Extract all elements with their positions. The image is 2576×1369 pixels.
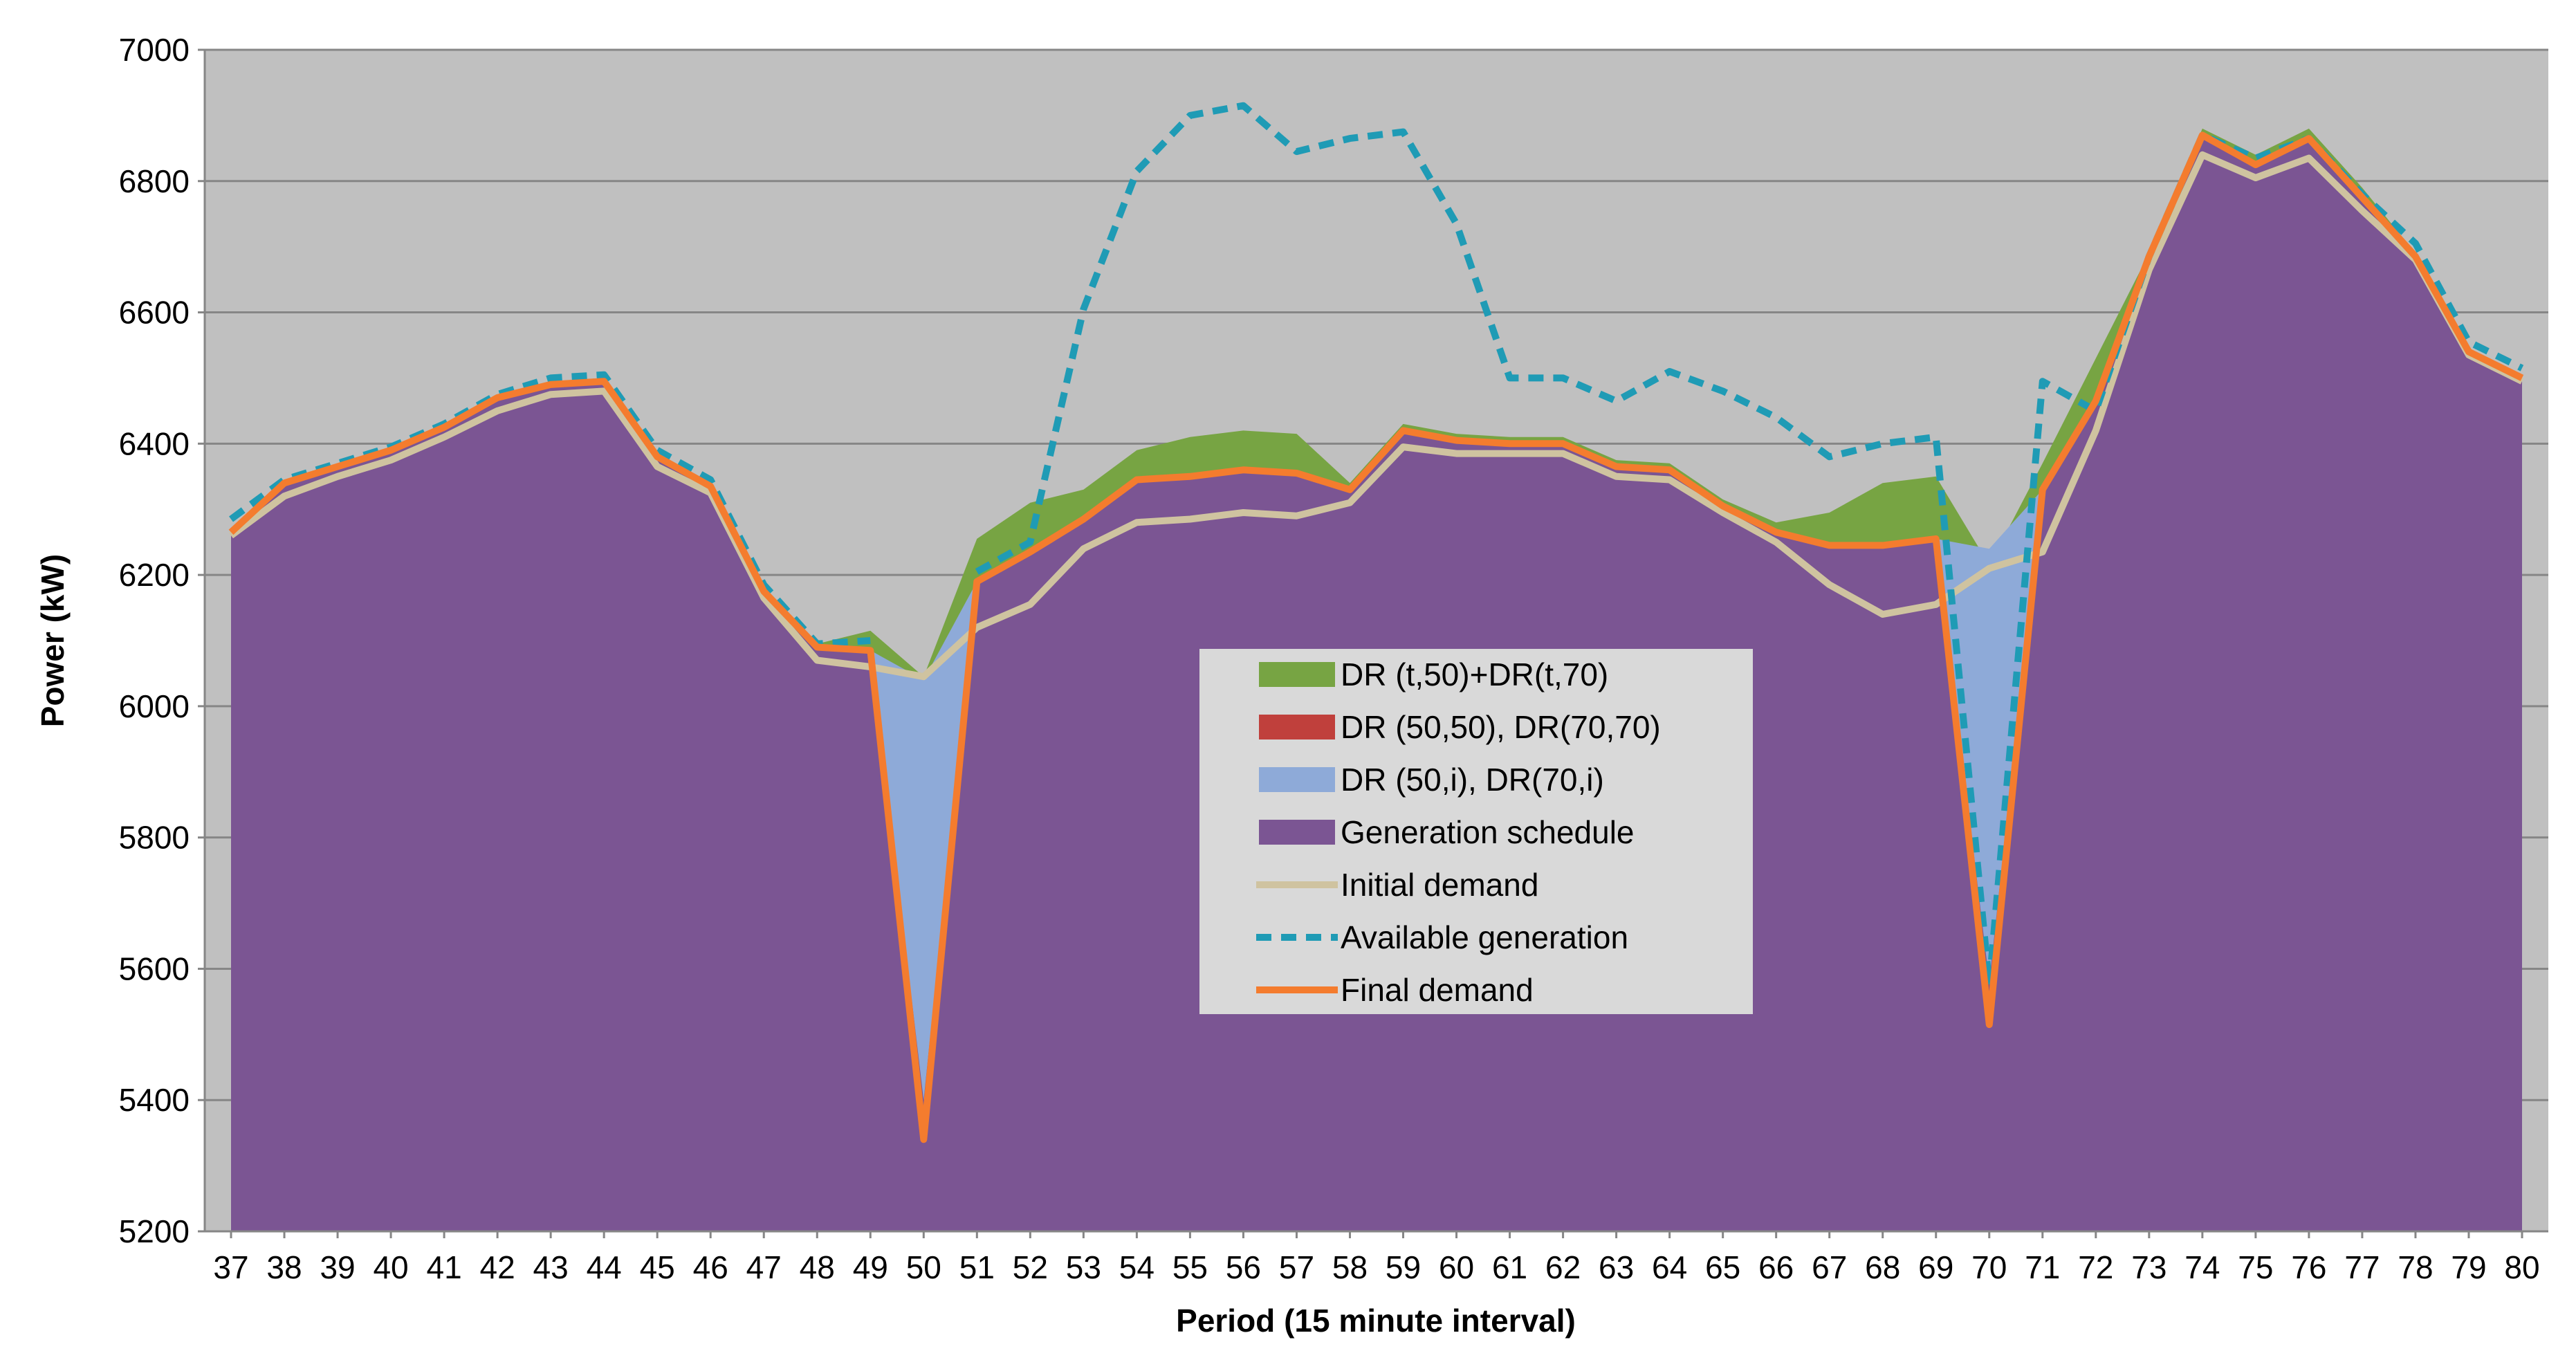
x-tick-label: 72 [2078,1249,2113,1285]
x-tick-label: 61 [1492,1249,1527,1285]
y-tick-label: 7000 [119,32,190,68]
x-tick-label: 54 [1119,1249,1154,1285]
y-tick-label: 6800 [119,163,190,199]
x-tick-label: 38 [266,1249,302,1285]
x-tick-label: 51 [959,1249,995,1285]
x-tick-label: 39 [320,1249,355,1285]
x-tick-label: 47 [746,1249,782,1285]
x-tick-label: 55 [1172,1249,1208,1285]
x-tick-label: 45 [640,1249,675,1285]
axes [203,50,2548,1233]
y-tick-label: 5800 [119,820,190,856]
legend-label-dr-t-50-dr-t-70: DR (t,50)+DR(t,70) [1341,656,1608,692]
x-tick-labels: 37 38 39 40 41 42 43 44 45 46 47 48 49 50 51 52 53 54 55 56… [213,1231,2540,1285]
x-tick-label: 71 [2025,1249,2060,1285]
x-tick-label: 65 [1705,1249,1740,1285]
y-tick-label: 5200 [119,1213,190,1249]
x-tick-label: 56 [1226,1249,1261,1285]
x-tick-label: 70 [1971,1249,2007,1285]
y-tick-label: 6000 [119,688,190,724]
legend-swatch-dr-50-i-dr-70-i [1259,767,1335,792]
x-tick-label: 76 [2291,1249,2326,1285]
line-initial-demand [229,151,2524,681]
x-tick-label: 74 [2184,1249,2220,1285]
x-tick-label: 48 [800,1249,835,1285]
x-tick-label: 67 [1812,1249,1847,1285]
x-tick-label: 73 [2131,1249,2166,1285]
y-tick-label: 5400 [119,1082,190,1118]
x-tick-label: 79 [2451,1249,2486,1285]
legend: DR (t,50)+DR(t,70) DR (50,50), DR(70,70) D… [1199,649,1753,1014]
line-final-demand [228,131,2524,1143]
x-tick-label: 41 [427,1249,462,1285]
y-tick-label: 6400 [119,425,190,461]
x-tick-label: 69 [1918,1249,1953,1285]
y-tick-labels: 5200 5400 5600 5800 6000 6200 6400 6600 6800 7000 [119,32,205,1249]
x-tick-label: 58 [1332,1249,1368,1285]
x-tick-label: 60 [1439,1249,1474,1285]
legend-label-final-demand: Final demand [1341,972,1534,1008]
line-series [228,102,2524,1143]
x-tick-label: 40 [373,1249,408,1285]
x-tick-label: 57 [1279,1249,1314,1285]
x-tick-label: 52 [1013,1249,1048,1285]
legend-label-dr-50-50-dr-70-70: DR (50,50), DR(70,70) [1341,709,1661,745]
x-tick-label: 62 [1545,1249,1581,1285]
x-tick-label: 68 [1865,1249,1900,1285]
legend-label-available-generation: Available generation [1341,919,1628,955]
x-tick-label: 53 [1066,1249,1101,1285]
legend-label-generation-schedule: Generation schedule [1341,814,1635,850]
legend-swatch-dr-50-50-dr-70-70 [1259,715,1335,739]
legend-label-initial-demand: Initial demand [1341,867,1538,903]
x-tick-label: 37 [213,1249,248,1285]
y-tick-label: 5600 [119,950,190,986]
x-axis-title: Period (15 minute interval) [1176,1303,1576,1339]
x-tick-label: 78 [2398,1249,2433,1285]
x-tick-label: 50 [906,1249,941,1285]
x-tick-label: 43 [533,1249,569,1285]
x-tick-label: 59 [1386,1249,1421,1285]
x-tick-label: 75 [2238,1249,2273,1285]
x-tick-label: 80 [2504,1249,2539,1285]
x-tick-label: 49 [853,1249,888,1285]
legend-swatch-dr-t-50-dr-t-70 [1259,662,1335,687]
x-tick-label: 64 [1652,1249,1687,1285]
x-tick-label: 77 [2344,1249,2380,1285]
x-tick-label: 42 [480,1249,515,1285]
legend-label-dr-50-i-dr-70-i: DR (50,i), DR(70,i) [1341,762,1604,798]
legend-swatch-generation-schedule [1259,820,1335,845]
y-axis-title: Power (kW) [35,554,71,727]
y-tick-label: 6600 [119,295,190,331]
x-tick-label: 44 [587,1249,622,1285]
x-tick-label: 66 [1758,1249,1794,1285]
y-tick-label: 6200 [119,557,190,593]
x-tick-label: 46 [693,1249,728,1285]
x-tick-label: 63 [1599,1249,1634,1285]
